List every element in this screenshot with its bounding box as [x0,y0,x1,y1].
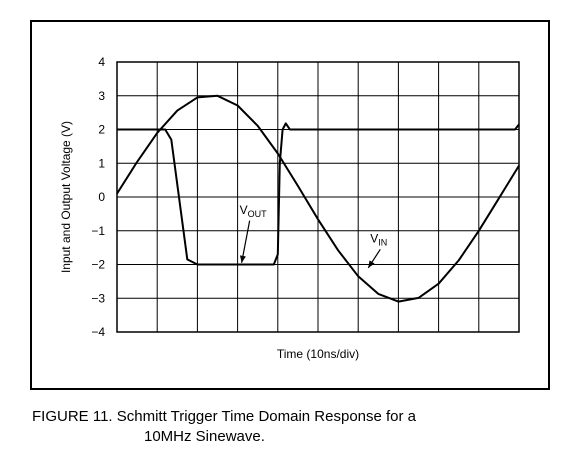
y-tick-label: −3 [91,291,105,305]
caption-line-1: FIGURE 11. Schmitt Trigger Time Domain R… [32,408,417,425]
x-axis-label: Time (10ns/div) [277,347,359,361]
figure-caption: FIGURE 11. Schmitt Trigger Time Domain R… [32,407,552,447]
leader-line-vout [241,220,251,263]
y-tick-label: 3 [98,89,105,103]
y-tick-label: −1 [91,224,105,238]
y-tick-labels: 4 3 2 1 0 −1 −2 −3 −4 [91,55,105,339]
arrowhead-vout [239,255,246,263]
series-group [116,94,520,303]
chart: 4 3 2 1 0 −1 −2 −3 −4 VOUT VIN Time (10ns/div) In… [59,55,520,361]
caption-line-2: 10MHz Sinewave. [144,428,265,445]
y-tick-label: −2 [91,258,105,272]
series-line-vout [117,122,520,266]
y-tick-label: 4 [98,55,105,69]
annotations: VOUT VIN [239,203,387,269]
plot-area-border [116,61,520,333]
series-label-vout: VOUT [240,203,268,219]
grid [117,62,519,332]
y-tick-label: 0 [98,190,105,204]
y-tick-label: 2 [98,123,105,137]
y-axis-label: Input and Output Voltage (V) [59,121,73,273]
y-tick-label: 1 [98,156,105,170]
series-line-vin [116,94,520,303]
series-label-vin: VIN [370,232,387,248]
arrowhead-vin [368,260,375,268]
y-tick-label: −4 [91,325,105,339]
figure-frame: 4 3 2 1 0 −1 −2 −3 −4 VOUT VIN Time (10ns/div) In… [30,20,550,390]
